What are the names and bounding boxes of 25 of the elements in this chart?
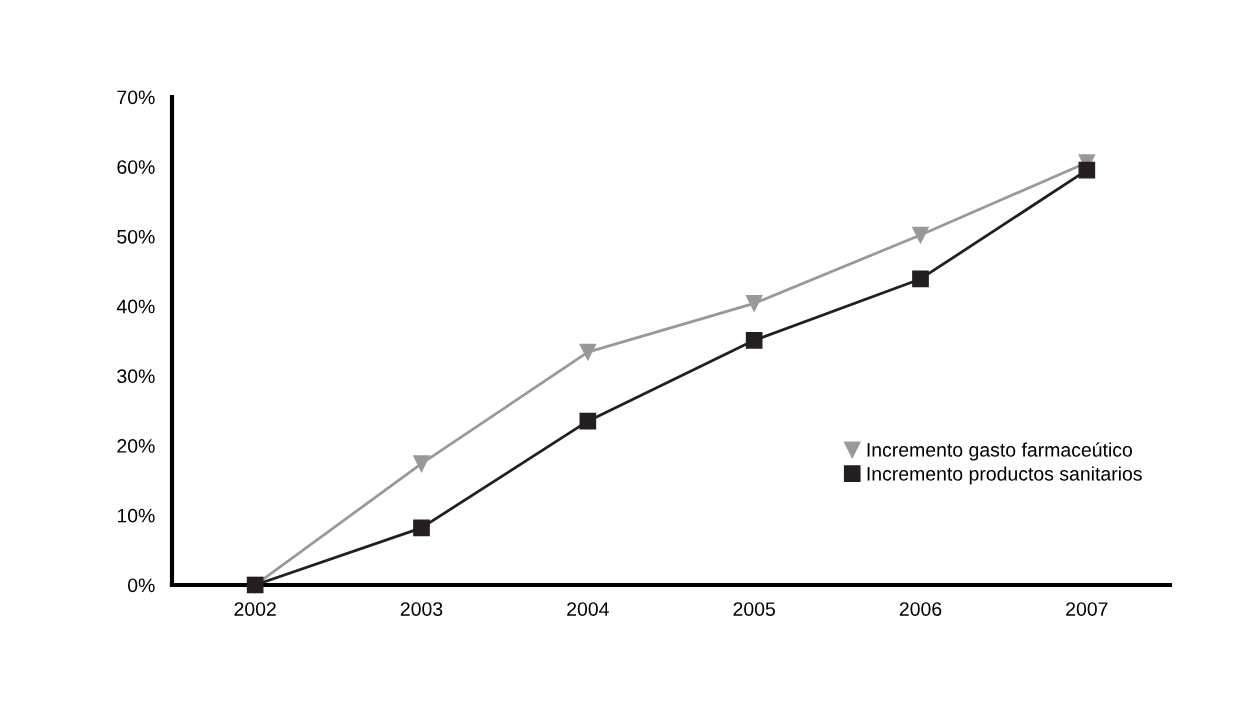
point xyxy=(413,519,430,537)
x-tick-label: 2004 xyxy=(567,602,609,616)
y-tick-label: 20% xyxy=(117,439,155,453)
point xyxy=(413,455,430,473)
y-tick-label: 50% xyxy=(117,229,155,244)
y-tick-label: 10% xyxy=(117,508,155,523)
legend-label: Incremento productos sanitarios xyxy=(867,466,1142,485)
x-tick-label: 2005 xyxy=(733,602,775,616)
y-tick-label: 40% xyxy=(116,299,155,314)
y-tick-label: 70% xyxy=(117,90,155,105)
point xyxy=(579,343,597,361)
x-tick-label: 2006 xyxy=(899,602,942,616)
y-tick-label: 60% xyxy=(117,160,155,174)
x-tick-label: 2003 xyxy=(400,602,443,616)
x-tick-label: 2007 xyxy=(1066,602,1108,616)
point xyxy=(579,412,597,430)
point xyxy=(912,226,929,244)
point xyxy=(1078,161,1096,179)
y-tick-label: 0% xyxy=(127,578,155,593)
point xyxy=(912,270,929,288)
point xyxy=(745,331,763,349)
y-tick-label: 30% xyxy=(117,369,155,384)
point xyxy=(745,295,763,312)
x-tick-label: 2002 xyxy=(234,602,276,616)
legend-label: Incremento gasto farmaceútico xyxy=(867,442,1132,461)
